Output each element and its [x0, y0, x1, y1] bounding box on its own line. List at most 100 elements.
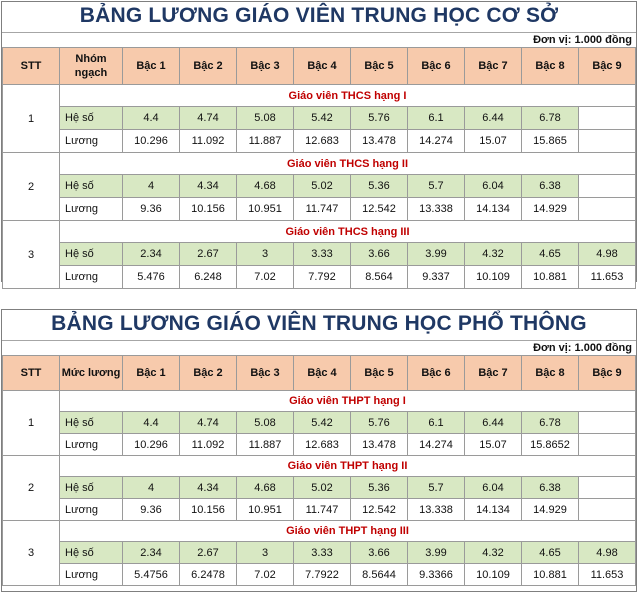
row-label: Lương: [59, 129, 123, 153]
salary-cell: 13.478: [350, 433, 408, 456]
stt-cell: 1: [2, 84, 60, 153]
stt-cell: 2: [2, 455, 60, 521]
coefficient-cell: 6.38: [521, 174, 579, 198]
salary-cell: [578, 197, 636, 221]
coefficient-cell: 4.34: [179, 476, 237, 499]
table-title: BẢNG LƯƠNG GIÁO VIÊN TRUNG HỌC CƠ SỞ: [2, 2, 636, 33]
salary-cell: 11.653: [578, 265, 636, 289]
salary-cell: 10.296: [122, 433, 180, 456]
coefficient-cell: 3.99: [407, 541, 465, 564]
header-stt: STT: [2, 47, 60, 85]
salary-cell: 10.109: [464, 265, 522, 289]
header-level: Bậc 8: [521, 47, 579, 85]
salary-cell: 14.929: [521, 197, 579, 221]
header-level: Bậc 7: [464, 47, 522, 85]
coefficient-cell: 5.7: [407, 174, 465, 198]
header-group: Mức lương: [59, 355, 123, 391]
coefficient-cell: [578, 174, 636, 198]
coefficient-cell: 4: [122, 476, 180, 499]
salary-cell: 14.274: [407, 433, 465, 456]
header-level: Bậc 6: [407, 47, 465, 85]
header-level: Bậc 6: [407, 355, 465, 391]
group-title: Giáo viên THCS hạng I: [59, 84, 636, 107]
salary-cell: 15.07: [464, 129, 522, 153]
salary-row: Lương 10.296 11.092 11.887 12.683 13.478…: [3, 433, 636, 456]
salary-cell: 11.887: [236, 129, 294, 153]
salary-row: Lương 9.36 10.156 10.951 11.747 12.542 1…: [3, 498, 636, 521]
coefficient-cell: [578, 411, 636, 434]
coefficient-cell: 5.36: [350, 476, 408, 499]
stt-cell: 1: [2, 390, 60, 456]
coefficient-cell: 4.74: [179, 106, 237, 130]
salary-cell: [578, 433, 636, 456]
stt-cell: 2: [2, 152, 60, 221]
row-label: Hệ số: [59, 242, 123, 266]
coefficient-cell: 5.02: [293, 476, 351, 499]
coefficient-cell: 5.08: [236, 106, 294, 130]
coefficient-cell: 4: [122, 174, 180, 198]
coefficient-row: Hệ số 4 4.34 4.68 5.02 5.36 5.7 6.04 6.3…: [3, 476, 636, 499]
coefficient-cell: 3: [236, 541, 294, 564]
salary-cell: 12.542: [350, 197, 408, 221]
coefficient-cell: 6.1: [407, 106, 465, 130]
group-title: Giáo viên THPT hạng I: [59, 390, 636, 412]
header-row: STT Mức lương Bậc 1 Bậc 2 Bậc 3 Bậc 4 Bậ…: [2, 355, 636, 391]
salary-row: Lương 10.296 11.092 11.887 12.683 13.478…: [3, 129, 636, 153]
salary-cell: 10.296: [122, 129, 180, 153]
coefficient-cell: 4.4: [122, 106, 180, 130]
coefficient-cell: 4.98: [578, 541, 636, 564]
coefficient-cell: 2.67: [179, 242, 237, 266]
header-row: STT Nhóm ngạch Bậc 1 Bậc 2 Bậc 3 Bậc 4 B…: [2, 47, 636, 85]
coefficient-cell: 3.99: [407, 242, 465, 266]
header-level: Bậc 7: [464, 355, 522, 391]
header-group: Nhóm ngạch: [59, 47, 123, 85]
salary-table: STT Mức lương Bậc 1 Bậc 2 Bậc 3 Bậc 4 Bậ…: [2, 355, 636, 586]
coefficient-cell: 6.44: [464, 106, 522, 130]
salary-cell: 13.338: [407, 498, 465, 521]
unit-note: Đơn vị: 1.000 đồng: [533, 34, 632, 46]
group-title-row: 3 Giáo viên THPT hạng III: [2, 520, 636, 586]
row-label: Lương: [59, 197, 123, 221]
row-label: Hệ số: [59, 106, 123, 130]
salary-cell: 9.337: [407, 265, 465, 289]
coefficient-cell: 3.33: [293, 541, 351, 564]
header-level: Bậc 5: [350, 355, 408, 391]
coefficient-cell: 3.66: [350, 242, 408, 266]
coefficient-cell: 4.32: [464, 541, 522, 564]
salary-cell: 7.02: [236, 265, 294, 289]
coefficient-row: Hệ số 2.34 2.67 3 3.33 3.66 3.99 4.32 4.…: [3, 541, 636, 564]
salary-cell: 6.2478: [179, 563, 237, 586]
group-title-row: 1 Giáo viên THPT hạng I: [2, 390, 636, 456]
coefficient-cell: 4.68: [236, 174, 294, 198]
salary-cell: 13.478: [350, 129, 408, 153]
group-title-row: 1 Giáo viên THCS hạng I: [2, 84, 636, 153]
group-title: Giáo viên THCS hạng II: [59, 152, 636, 175]
salary-cell: 7.7922: [293, 563, 351, 586]
salary-cell: 15.865: [521, 129, 579, 153]
salary-cell: 14.929: [521, 498, 579, 521]
coefficient-cell: 4.32: [464, 242, 522, 266]
group-title: Giáo viên THPT hạng III: [59, 520, 636, 542]
salary-cell: 14.134: [464, 197, 522, 221]
row-label: Lương: [59, 498, 123, 521]
header-level: Bậc 3: [236, 355, 294, 391]
coefficient-cell: 6.38: [521, 476, 579, 499]
table-title: BẢNG LƯƠNG GIÁO VIÊN TRUNG HỌC PHỔ THÔNG: [2, 310, 636, 341]
header-level: Bậc 4: [293, 355, 351, 391]
coefficient-cell: 6.04: [464, 476, 522, 499]
salary-cell: 11.747: [293, 197, 351, 221]
row-label: Lương: [59, 433, 123, 456]
salary-cell: 5.476: [122, 265, 180, 289]
coefficient-cell: [578, 106, 636, 130]
coefficient-cell: 2.34: [122, 541, 180, 564]
salary-cell: 14.274: [407, 129, 465, 153]
coefficient-cell: 4.65: [521, 541, 579, 564]
salary-row: Lương 5.476 6.248 7.02 7.792 8.564 9.337…: [3, 265, 636, 289]
coefficient-cell: 2.34: [122, 242, 180, 266]
salary-cell: 12.683: [293, 433, 351, 456]
salary-cell: 15.07: [464, 433, 522, 456]
coefficient-cell: 5.42: [293, 411, 351, 434]
salary-cell: 9.3366: [407, 563, 465, 586]
salary-cell: 11.653: [578, 563, 636, 586]
salary-cell: 15.8652: [521, 433, 579, 456]
